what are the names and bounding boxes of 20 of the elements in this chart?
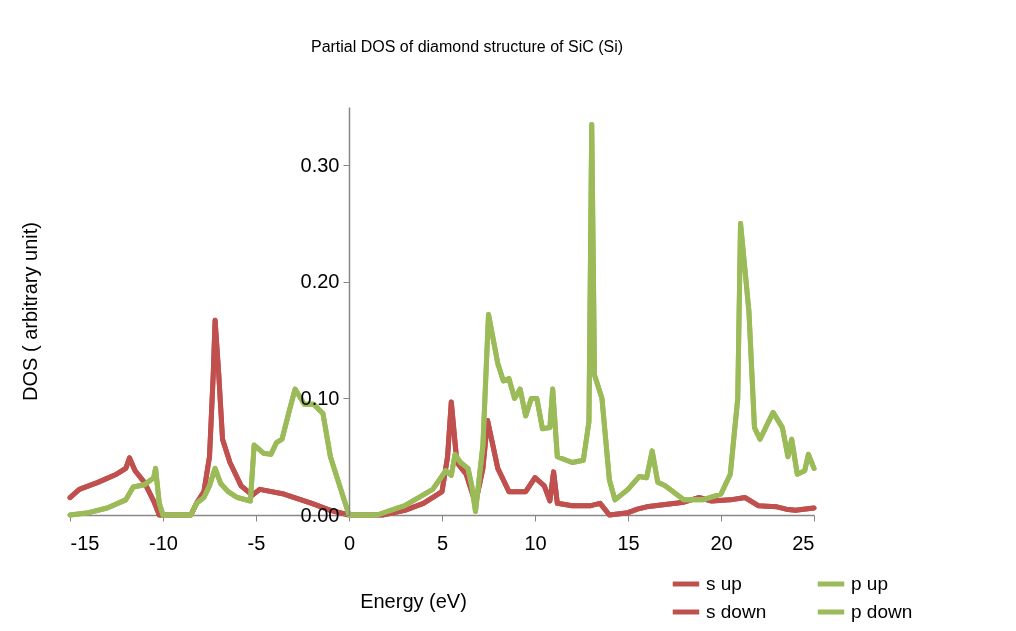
x-tick-label: 5 (436, 531, 449, 554)
x-tick-label: -15 (70, 531, 100, 554)
legend-label: s up (706, 573, 742, 594)
y-tick-label: 0.10 (300, 386, 340, 409)
x-tick-label: 0 (343, 531, 356, 554)
chart-title: Partial DOS of diamond structure of SiC (Si) (310, 38, 624, 55)
legend-label: p up (851, 573, 888, 594)
y-axis-title: DOS ( arbitrary unit) (18, 222, 41, 401)
x-tick-label: 15 (617, 531, 640, 554)
x-tick-label: 25 (792, 531, 815, 554)
y-tick-label: 0.30 (300, 153, 340, 176)
x-tick-label: 20 (710, 531, 733, 554)
x-tick-label: 10 (524, 531, 547, 554)
x-tick-label: -5 (247, 531, 266, 554)
y-tick-label: 0.00 (300, 503, 340, 526)
x-tick-label: -10 (149, 531, 178, 554)
legend-label: s down (706, 601, 767, 622)
x-axis-title: Energy (eV) (360, 589, 467, 612)
legend-label: p down (851, 601, 913, 622)
y-tick-label: 0.20 (300, 270, 340, 293)
